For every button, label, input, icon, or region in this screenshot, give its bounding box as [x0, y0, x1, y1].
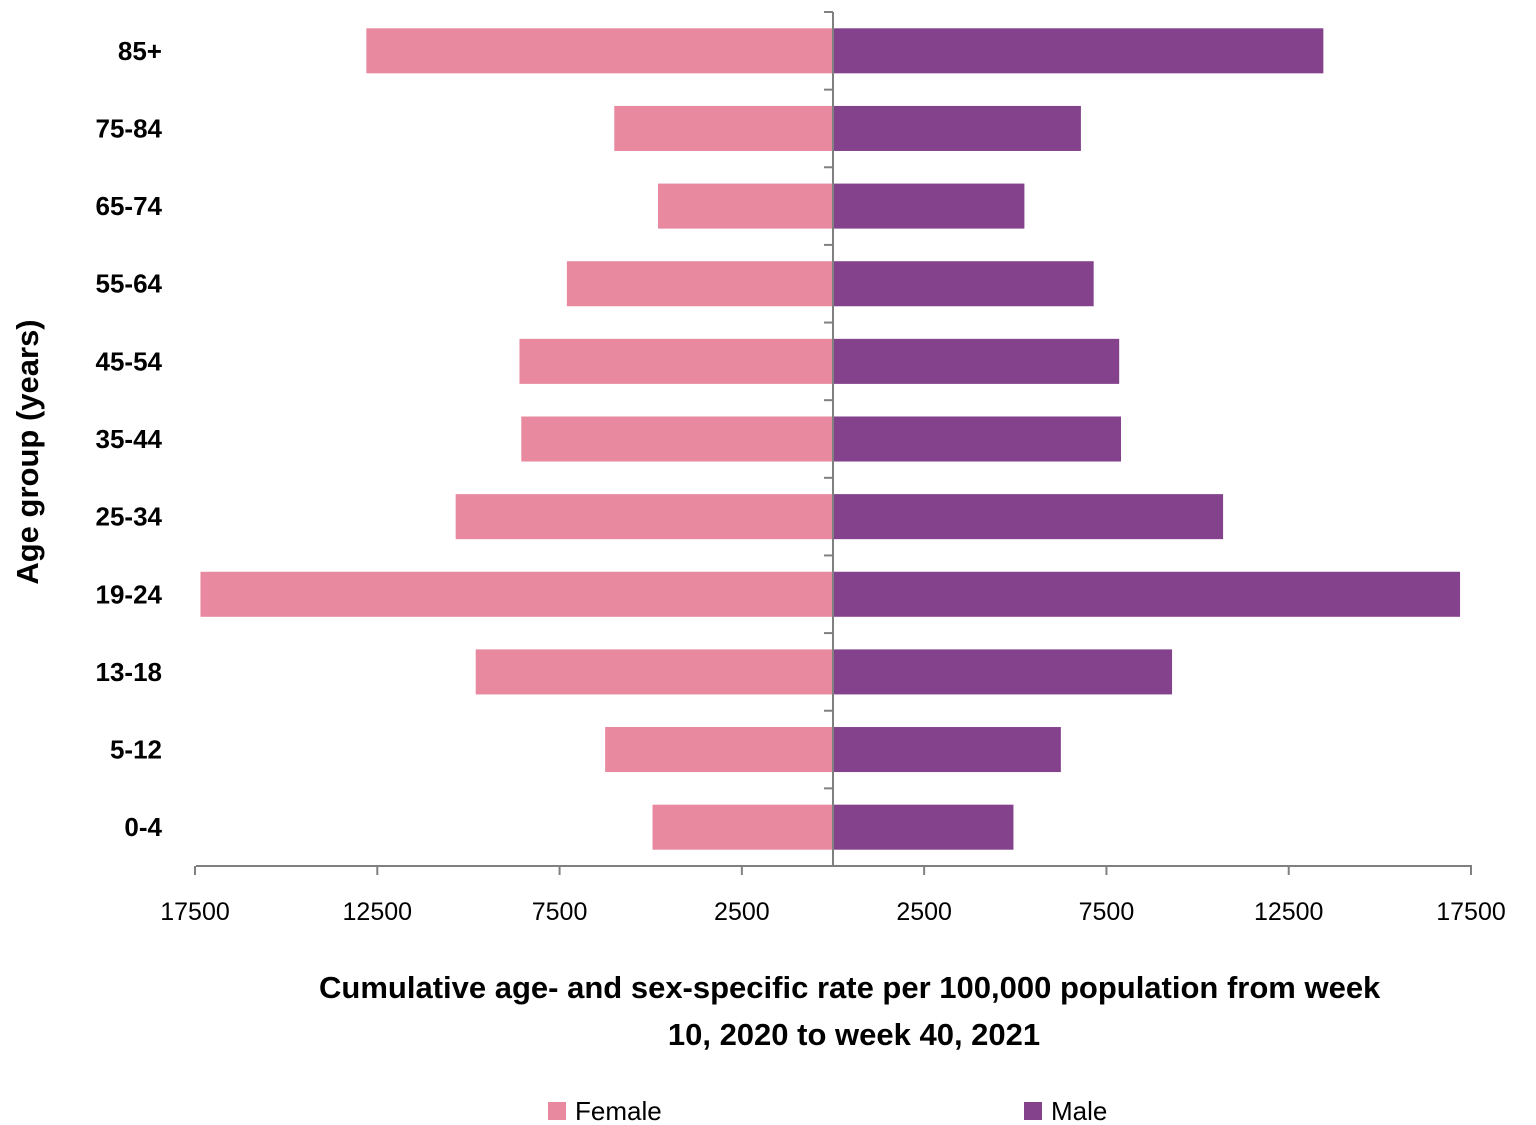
x-tick-labels: 17500 12500 7500 2500 2500 7500 12500 17500 — [160, 898, 1506, 926]
bar-female-75-84 — [614, 105, 833, 151]
bar-male-35-44 — [833, 416, 1122, 462]
bar-female-13-18 — [475, 649, 833, 695]
category-label-0-4: 0-4 — [124, 812, 162, 842]
bar-female-5-12 — [605, 727, 833, 773]
bar-female-55-64 — [566, 261, 833, 307]
bar-female-85+ — [366, 28, 833, 74]
category-label-75-84: 75-84 — [96, 113, 163, 143]
category-label-85+: 85+ — [118, 36, 162, 66]
bar-male-75-84 — [833, 105, 1081, 151]
x-tick-label: 2500 — [896, 898, 952, 926]
legend-item-male: Male — [1024, 1096, 1107, 1125]
x-axis-title: Cumulative age- and sex-specific rate pe… — [319, 970, 1389, 1052]
bar-male-5-12 — [833, 727, 1061, 773]
bar-female-35-44 — [521, 416, 833, 462]
bar-male-13-18 — [833, 649, 1173, 695]
bar-male-0-4 — [833, 804, 1014, 850]
legend-label-female: Female — [575, 1096, 662, 1125]
category-label-45-54: 45-54 — [96, 346, 163, 376]
x-tick-label: 7500 — [1079, 898, 1135, 926]
legend-label-male: Male — [1051, 1096, 1107, 1125]
y-axis-title: Age group (years) — [10, 319, 45, 584]
legend: Female Male — [548, 1096, 1107, 1125]
category-label-55-64: 55-64 — [96, 269, 163, 299]
bar-male-85+ — [833, 28, 1324, 74]
bar-male-45-54 — [833, 338, 1120, 384]
bar-male-19-24 — [833, 571, 1461, 617]
bar-male-65-74 — [833, 183, 1025, 229]
category-label-5-12: 5-12 — [110, 735, 162, 765]
category-label-25-34: 25-34 — [96, 502, 163, 532]
category-label-35-44: 35-44 — [96, 424, 163, 454]
bars-layer — [200, 28, 1461, 850]
category-labels: 0-4 5-12 13-18 19-24 25-34 35-44 45-54 55-64 65-… — [96, 36, 163, 842]
x-tick-label: 12500 — [343, 898, 413, 926]
bar-male-55-64 — [833, 261, 1094, 307]
bar-female-0-4 — [652, 804, 833, 850]
bar-female-65-74 — [658, 183, 833, 229]
legend-item-female: Female — [548, 1096, 662, 1125]
bar-female-45-54 — [519, 338, 833, 384]
category-label-19-24: 19-24 — [96, 579, 163, 609]
bar-female-19-24 — [200, 571, 834, 617]
x-axis-title-line-2: 10, 2020 to week 40, 2021 — [668, 1017, 1040, 1052]
axes-layer — [194, 11, 1472, 875]
category-label-13-18: 13-18 — [96, 657, 163, 687]
bar-male-25-34 — [833, 494, 1224, 540]
bar-female-25-34 — [455, 494, 833, 540]
x-tick-label: 12500 — [1254, 898, 1324, 926]
x-tick-label: 2500 — [714, 898, 770, 926]
x-tick-label: 17500 — [1436, 898, 1506, 926]
x-tick-label: 7500 — [532, 898, 588, 926]
x-axis-title-line-1: Cumulative age- and sex-specific rate pe… — [319, 970, 1381, 1005]
category-label-65-74: 65-74 — [96, 191, 163, 221]
legend-swatch-male — [1024, 1102, 1042, 1120]
x-tick-label: 17500 — [160, 898, 230, 926]
legend-swatch-female — [548, 1102, 566, 1120]
